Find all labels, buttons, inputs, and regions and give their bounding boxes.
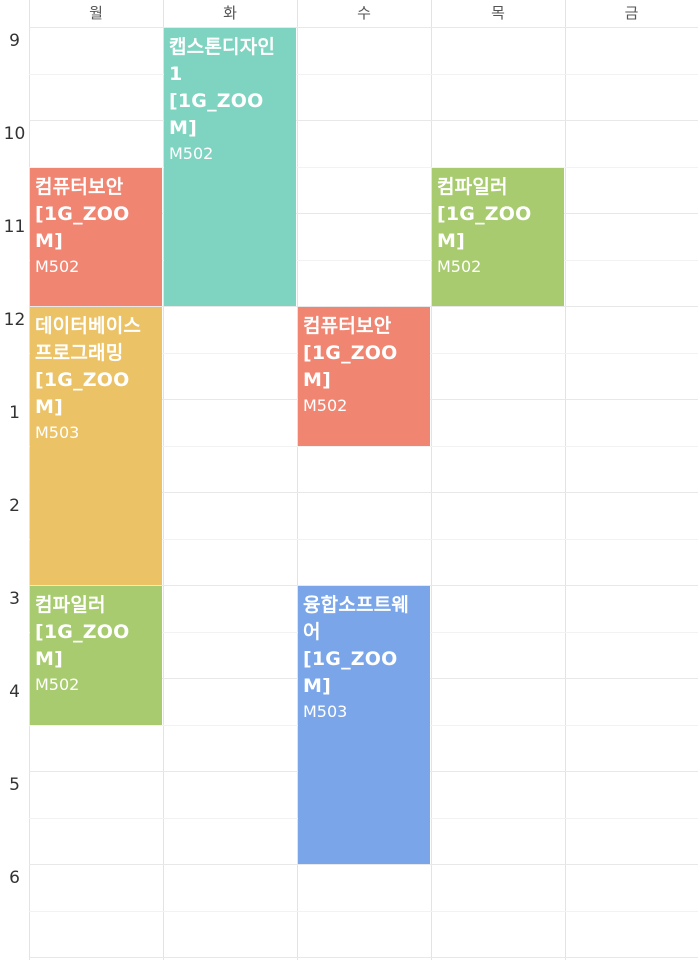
grid-line-vertical bbox=[297, 0, 298, 960]
day-header: 금 bbox=[624, 4, 639, 22]
grid-line-hour bbox=[29, 213, 698, 214]
hour-label: 2 bbox=[9, 496, 20, 516]
grid-line-half-hour bbox=[29, 166, 698, 168]
grid-line-hour bbox=[29, 492, 698, 493]
day-header: 수 bbox=[357, 4, 371, 22]
course-title: [1G_ZOOM] bbox=[35, 621, 130, 670]
grid-line-half-hour bbox=[29, 73, 698, 75]
day-header: 화 bbox=[223, 4, 237, 22]
grid-line-vertical bbox=[431, 0, 432, 960]
grid-line-half-hour bbox=[29, 538, 698, 540]
course-room: M502 bbox=[303, 396, 348, 415]
course-room: M503 bbox=[303, 702, 348, 721]
grid-line-vertical bbox=[163, 0, 164, 960]
grid-line-hour bbox=[29, 585, 698, 586]
hour-label: 9 bbox=[9, 31, 20, 51]
hour-label: 6 bbox=[9, 868, 20, 888]
course-title: 어 bbox=[303, 621, 321, 643]
course-title: 컴퓨터보안 bbox=[35, 175, 124, 198]
course-block[interactable]: 컴퓨터보안 [1G_ZOOM] M502 bbox=[30, 167, 162, 306]
hour-label: 12 bbox=[3, 310, 26, 330]
course-title: 캡스톤디자인 bbox=[169, 36, 276, 58]
hour-label: 3 bbox=[9, 589, 20, 609]
grid-line-half-hour bbox=[29, 445, 698, 447]
course-title: 컴파일러 bbox=[437, 175, 508, 198]
course-title: [1G_ZOOM] bbox=[169, 90, 264, 139]
course-title: 융합소프트웨 bbox=[303, 594, 410, 616]
grid-line-hour bbox=[29, 957, 698, 958]
hour-label: 4 bbox=[9, 682, 20, 702]
hour-label: 1 bbox=[9, 403, 20, 423]
course-title: [1G_ZOOM] bbox=[35, 369, 130, 418]
course-room: M502 bbox=[35, 675, 80, 694]
course-block[interactable]: 컴파일러 [1G_ZOOM] M502 bbox=[432, 167, 564, 306]
grid-line-half-hour bbox=[29, 910, 698, 912]
course-room: M502 bbox=[169, 144, 214, 163]
hour-label: 11 bbox=[3, 217, 26, 237]
course-title: [1G_ZOOM] bbox=[303, 342, 398, 391]
day-header: 월 bbox=[89, 4, 103, 22]
grid-line-hour bbox=[29, 120, 698, 121]
grid-line-hour bbox=[29, 306, 698, 307]
course-block[interactable]: 캡스톤디자인 1 [1G_ZOOM] M502 bbox=[164, 28, 296, 306]
course-title: [1G_ZOOM] bbox=[35, 202, 130, 252]
grid-line-half-hour bbox=[29, 259, 698, 261]
course-block[interactable]: 컴퓨터보안 [1G_ZOOM] M502 bbox=[298, 307, 430, 446]
hour-label: 5 bbox=[9, 775, 20, 795]
course-title: [1G_ZOOM] bbox=[437, 202, 532, 252]
course-block[interactable]: 컴파일러 [1G_ZOOM] M502 bbox=[30, 586, 162, 725]
course-title: 컴퓨터보안 bbox=[303, 315, 392, 337]
grid-line-hour bbox=[29, 864, 698, 865]
grid-line-vertical bbox=[565, 0, 566, 960]
grid-line-vertical bbox=[29, 0, 30, 960]
course-title: [1G_ZOOM] bbox=[303, 648, 398, 697]
course-title: 컴파일러 bbox=[35, 594, 106, 616]
course-title: 프로그래밍 bbox=[35, 342, 124, 364]
course-title: 1 bbox=[169, 63, 183, 85]
hour-label: 10 bbox=[3, 124, 26, 144]
course-room: M503 bbox=[35, 423, 80, 442]
day-header: 목 bbox=[491, 4, 505, 22]
course-room: M502 bbox=[35, 256, 80, 276]
course-room: M502 bbox=[437, 256, 482, 276]
course-title: 데이터베이스 bbox=[35, 315, 142, 337]
grid-line-hour bbox=[29, 27, 698, 28]
